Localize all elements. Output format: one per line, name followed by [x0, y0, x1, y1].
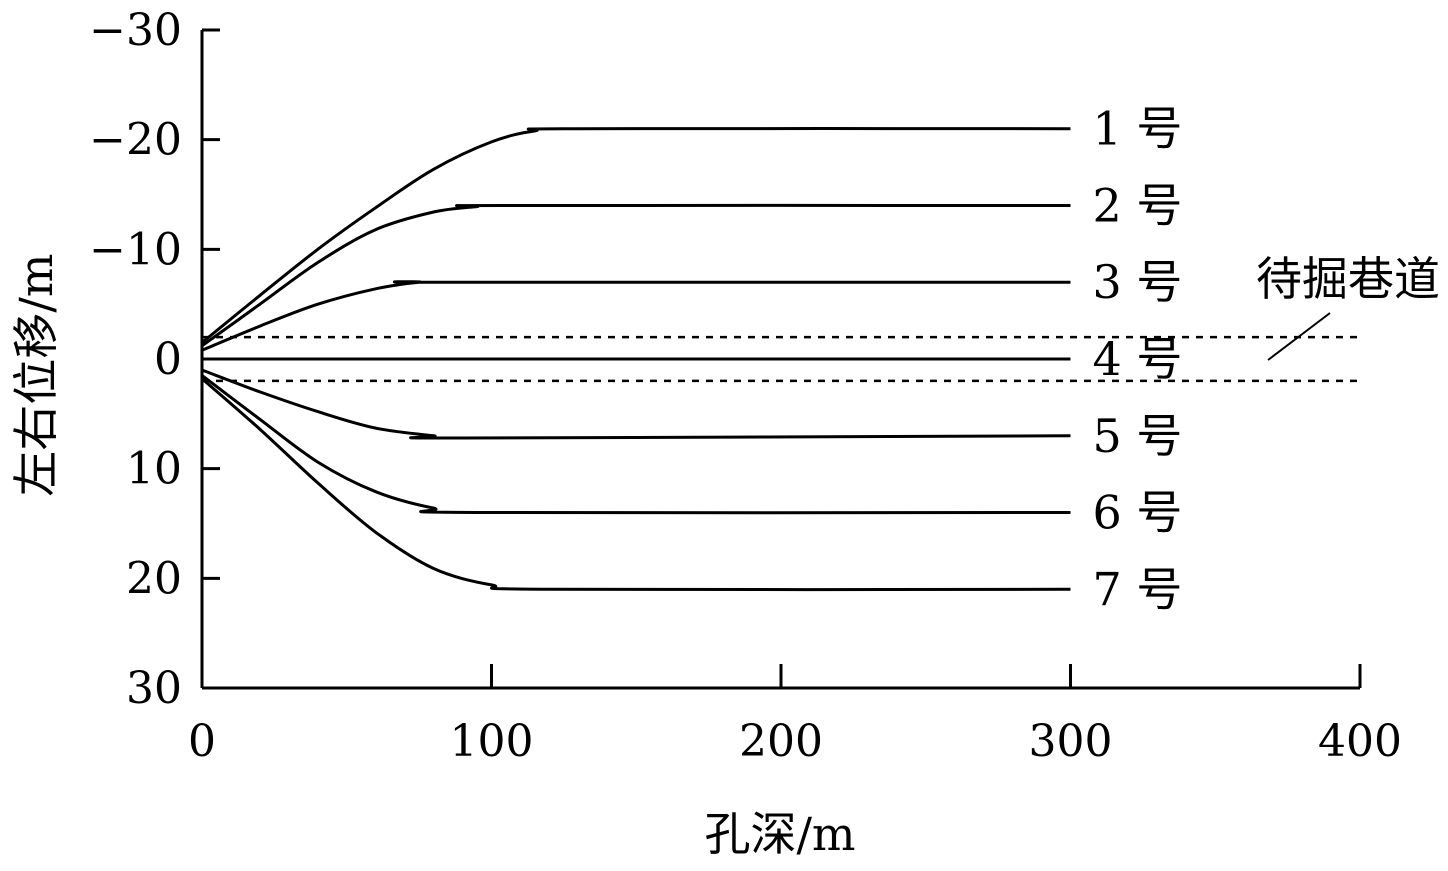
series-line-2 [201, 203, 1071, 348]
series-label-2: 2 号 [1093, 178, 1183, 232]
y-tick-label: 0 [154, 334, 182, 385]
y-tick-label: −30 [89, 5, 182, 56]
y-tick-label: 30 [126, 663, 182, 714]
series-lines [201, 127, 1071, 592]
y-tick-label: −20 [89, 115, 182, 166]
x-tick-label: 200 [739, 716, 823, 767]
y-tick-label: −10 [89, 224, 182, 275]
series-label-4: 4 号 [1093, 332, 1183, 386]
y-tick-label: 20 [126, 553, 182, 604]
x-tick-label: 400 [1318, 716, 1402, 767]
reference-lines [202, 335, 1360, 383]
annotation-label: 待掘巷道 [1256, 252, 1440, 306]
series-line-3 [201, 280, 1071, 352]
annotation-leader-line [1267, 312, 1331, 361]
x-tick-label: 100 [450, 716, 534, 767]
series-line-6 [201, 374, 1071, 515]
x-tick-label: 0 [188, 716, 216, 767]
series-line-7 [201, 377, 1071, 592]
annotation: 待掘巷道 [1256, 252, 1440, 361]
series-line-5 [201, 368, 1071, 440]
series-label-1: 1 号 [1093, 102, 1183, 156]
series-line-1 [201, 127, 1071, 344]
x-tick-label: 300 [1029, 716, 1113, 767]
series-label-3: 3 号 [1093, 255, 1183, 309]
x-axis-title: 孔深/m [704, 807, 855, 861]
series-labels: 1 号 2 号 3 号 4 号 5 号 6 号 7 号 [1093, 102, 1183, 617]
series-label-6: 6 号 [1093, 486, 1183, 540]
series-label-7: 7 号 [1093, 562, 1183, 616]
series-label-5: 5 号 [1093, 409, 1183, 463]
y-axis-title: 左右位移/m [9, 253, 63, 496]
y-tick-label: 10 [126, 444, 182, 495]
